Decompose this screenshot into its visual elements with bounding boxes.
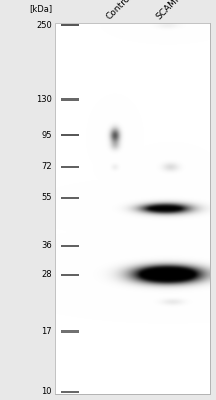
Bar bbox=[61, 391, 79, 393]
Bar bbox=[55, 23, 210, 394]
Text: 36: 36 bbox=[41, 242, 52, 250]
Text: 10: 10 bbox=[41, 388, 52, 396]
Text: 28: 28 bbox=[41, 270, 52, 279]
Text: 95: 95 bbox=[41, 131, 52, 140]
Text: 130: 130 bbox=[36, 95, 52, 104]
Text: Control: Control bbox=[105, 0, 134, 21]
Text: 250: 250 bbox=[36, 20, 52, 30]
Bar bbox=[61, 245, 79, 247]
Bar bbox=[61, 166, 79, 168]
Text: 17: 17 bbox=[41, 327, 52, 336]
Text: 72: 72 bbox=[41, 162, 52, 172]
Bar bbox=[61, 134, 79, 136]
Bar bbox=[61, 196, 79, 199]
Bar bbox=[61, 98, 79, 101]
Text: SCAMP5: SCAMP5 bbox=[155, 0, 187, 21]
Bar bbox=[61, 24, 79, 26]
Text: [kDa]: [kDa] bbox=[29, 4, 52, 14]
Bar bbox=[61, 330, 79, 333]
Bar bbox=[55, 23, 210, 394]
Text: 55: 55 bbox=[41, 193, 52, 202]
Bar bbox=[61, 274, 79, 276]
